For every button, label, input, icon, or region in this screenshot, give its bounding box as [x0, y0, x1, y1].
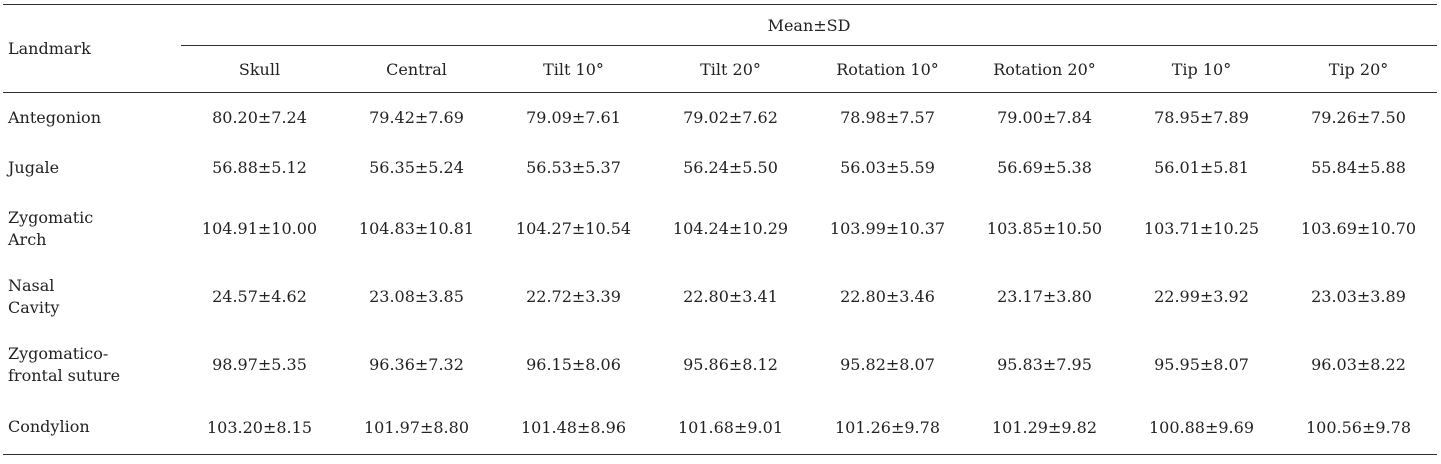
data-table: Landmark Mean±SD Skull Central Tilt 10° Til…	[3, 4, 1438, 455]
column-header: Central	[386, 59, 447, 79]
row-label-line: Nasal	[8, 275, 55, 295]
table-row: Antegonion 80.20±7.24 79.42±7.69 79.09±7.61…	[3, 93, 1437, 143]
cell: 56.35±5.24	[369, 158, 464, 177]
cell: 98.97±5.35	[212, 355, 307, 374]
row-label-line: Cavity	[8, 297, 60, 317]
cell: 95.86±8.12	[683, 355, 778, 374]
column-header: Rotation 10°	[836, 59, 939, 79]
cell: 103.71±10.25	[1143, 219, 1260, 238]
landmark-header: Landmark	[8, 38, 91, 58]
table-body: Antegonion 80.20±7.24 79.42±7.69 79.09±7.61…	[3, 93, 1438, 455]
cell: 56.24±5.50	[683, 158, 778, 177]
cell: 96.36±7.32	[369, 355, 464, 374]
cell: 104.83±10.81	[358, 219, 475, 238]
cell: 100.88±9.69	[1148, 417, 1254, 437]
row-label: Condylion	[3, 401, 181, 455]
cell: 79.00±7.84	[997, 108, 1092, 128]
cell: 104.27±10.54	[515, 219, 632, 238]
cell: 95.83±7.95	[997, 355, 1092, 374]
page: Landmark Mean±SD Skull Central Tilt 10° Til…	[0, 4, 1441, 464]
cell: 104.24±10.29	[672, 219, 789, 238]
row-label: Zygomatico-frontal suture	[3, 329, 181, 401]
cell: 56.53±5.37	[526, 158, 621, 177]
cell: 22.80±3.41	[683, 287, 778, 306]
row-label-line: Zygomatico-	[8, 343, 109, 363]
row-label: Zygomatic Arch	[3, 193, 181, 265]
row-label: Nasal Cavity	[3, 265, 181, 329]
table-row: Zygomatic Arch 104.91±10.00 104.83±10.81 104…	[3, 193, 1437, 265]
cell: 56.69±5.38	[997, 158, 1092, 177]
cell: 78.98±7.57	[840, 108, 935, 128]
table-row: Condylion 103.20±8.15 101.97±8.80 101.48±8.…	[3, 401, 1438, 455]
cell: 55.84±5.88	[1311, 158, 1406, 177]
row-label-line: Zygomatic	[8, 207, 94, 227]
cell: 101.29±9.82	[991, 417, 1097, 437]
cell: 56.88±5.12	[212, 158, 307, 177]
cell: 103.20±8.15	[206, 417, 312, 437]
cell: 96.15±8.06	[526, 355, 621, 374]
cell: 56.01±5.81	[1154, 158, 1249, 177]
row-label-line: Jugale	[8, 157, 60, 177]
column-header: Tip 20°	[1328, 59, 1389, 79]
cell: 80.20±7.24	[212, 108, 307, 128]
cell: 103.99±10.37	[829, 219, 946, 238]
cell: 79.42±7.69	[369, 108, 464, 128]
cell: 79.02±7.62	[683, 108, 778, 128]
group-header: Mean±SD	[181, 4, 1438, 46]
row-label-line: Condylion	[8, 417, 90, 437]
cell: 101.68±9.01	[677, 417, 783, 437]
column-header: Skull	[238, 59, 281, 79]
subheader-row: Skull Central Tilt 10° Tilt 20° Rotation 10°…	[3, 46, 1438, 93]
row-label-line: frontal suture	[8, 365, 121, 385]
cell: 96.03±8.22	[1311, 355, 1406, 374]
header-row: Landmark Mean±SD	[3, 4, 1438, 58]
cell: 103.69±10.70	[1300, 219, 1417, 238]
cell: 24.57±4.62	[212, 287, 307, 306]
cell: 22.99±3.92	[1154, 287, 1249, 306]
row-label-line: Antegonion	[8, 107, 101, 127]
column-header: Tilt 20°	[700, 59, 761, 79]
cell: 79.09±7.61	[526, 108, 621, 128]
table-row: Jugale 56.88±5.12 56.35±5.24 56.53±5.37 56.2…	[3, 143, 1437, 193]
cell: 101.26±9.78	[834, 417, 940, 437]
cell: 23.08±3.85	[369, 287, 464, 306]
column-header: Rotation 20°	[993, 59, 1096, 79]
table-row: Nasal Cavity 24.57±4.62 23.08±3.85 22.72±3.3…	[3, 265, 1437, 329]
cell: 78.95±7.89	[1154, 108, 1249, 128]
row-label: Antegonion	[3, 93, 181, 143]
cell: 56.03±5.59	[840, 158, 935, 177]
table-row: Zygomatico-frontal suture 98.97±5.35 96.36…	[3, 329, 1437, 401]
cell: 95.82±8.07	[840, 355, 935, 374]
cell: 22.80±3.46	[840, 287, 935, 306]
cell: 100.56±9.78	[1306, 417, 1412, 437]
cell: 101.48±8.96	[520, 417, 626, 437]
column-header: Tilt 10°	[543, 59, 604, 79]
cell: 104.91±10.00	[201, 219, 318, 238]
cell: 23.17±3.80	[997, 287, 1092, 306]
column-header: Tip 10°	[1171, 59, 1232, 79]
cell: 22.72±3.39	[526, 287, 621, 306]
cell: 79.26±7.50	[1311, 108, 1406, 128]
cell: 95.95±8.07	[1154, 355, 1249, 374]
cell: 23.03±3.89	[1311, 287, 1406, 306]
cell: 101.97±8.80	[363, 417, 469, 437]
row-label-line: Arch	[8, 229, 47, 249]
cell: 103.85±10.50	[986, 219, 1103, 238]
row-label: Jugale	[3, 143, 181, 193]
